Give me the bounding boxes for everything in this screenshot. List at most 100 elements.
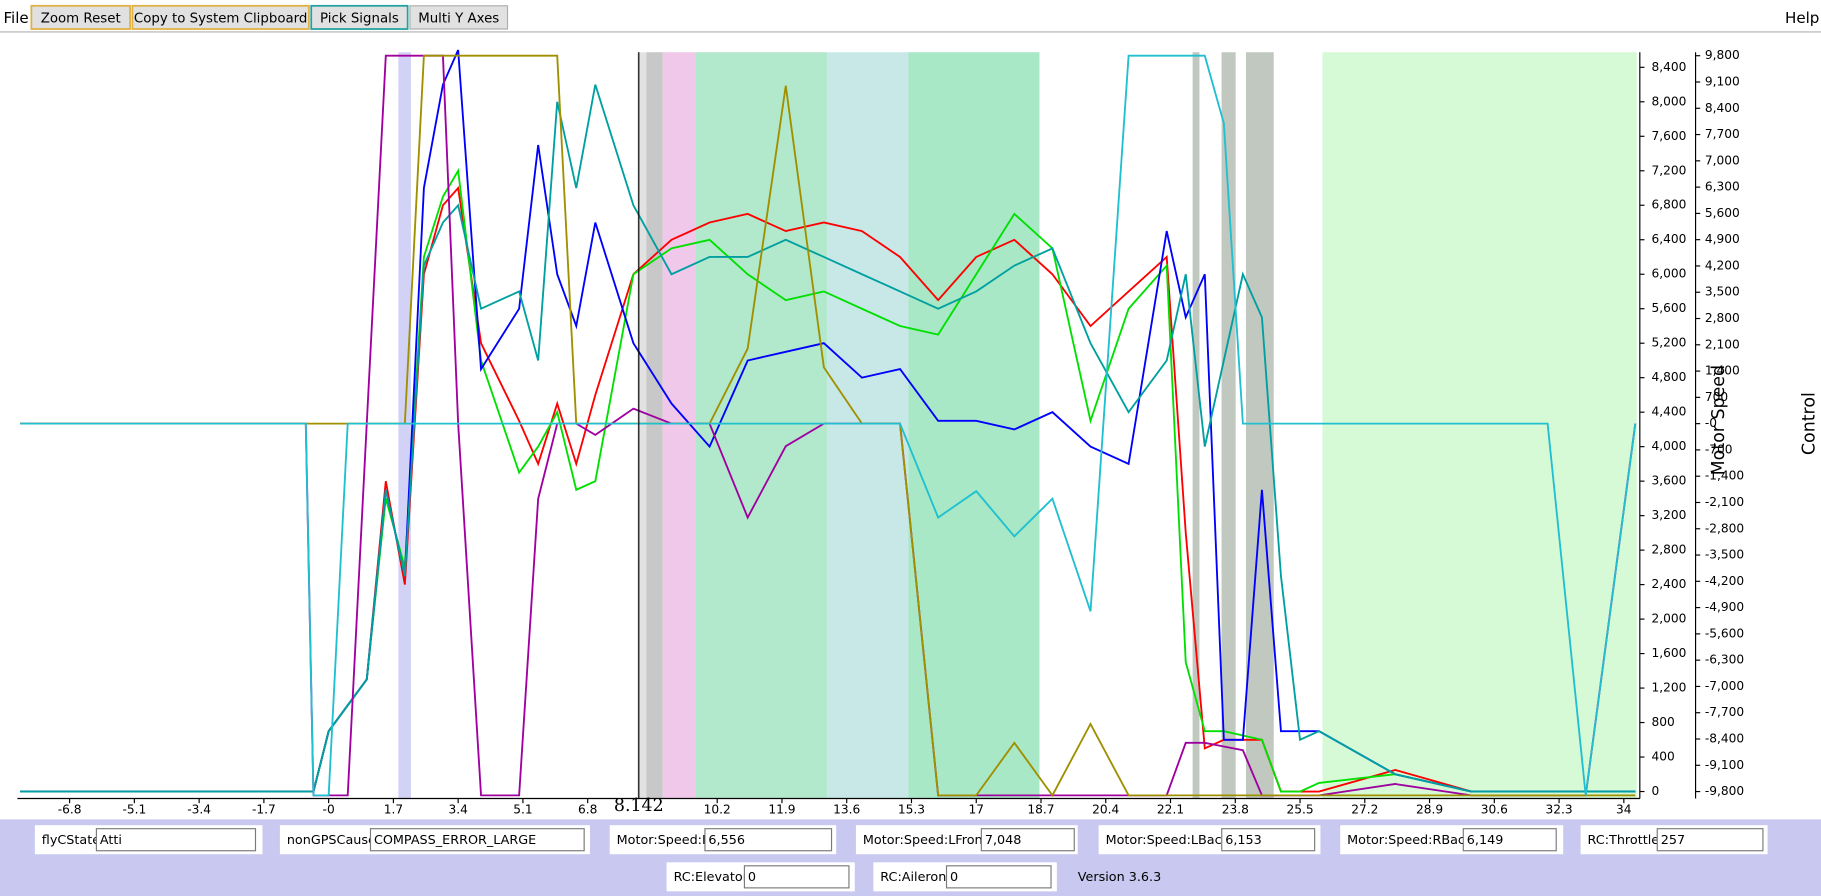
signal-line: [20, 49, 1636, 793]
y2-tick-label: 6,300: [1705, 180, 1740, 194]
x-tick-label: 23.8: [1222, 803, 1249, 817]
x-tick-label: 30.6: [1481, 803, 1508, 817]
y2-tick-label: -7,700: [1705, 705, 1744, 719]
y-tick-label: 6,400: [1651, 232, 1686, 246]
field-input[interactable]: [1656, 828, 1764, 852]
field-label: nonGPSCause: [287, 833, 376, 848]
field-label: Motor:Speed:RBack: [1347, 833, 1473, 848]
y-tick-label: 5,200: [1651, 336, 1686, 350]
field-value[interactable]: 7,048: [985, 833, 1022, 848]
signal-line: [20, 84, 1636, 793]
field-value[interactable]: 6,149: [1467, 833, 1504, 848]
toolbar-button[interactable]: [409, 5, 509, 30]
x-tick-label: 25.5: [1286, 803, 1313, 817]
y2-tick-label: -2,800: [1705, 521, 1744, 535]
y-tick-label: 7,600: [1651, 129, 1686, 143]
state-band: [827, 52, 909, 799]
toolbar-button-label[interactable]: Pick Signals: [320, 12, 399, 27]
signal-line: [20, 54, 1637, 797]
x-tick-label: -5.1: [122, 803, 146, 817]
x-tick-label: 27.2: [1351, 803, 1378, 817]
signal-line: [20, 54, 1636, 798]
field-input[interactable]: [743, 865, 850, 889]
y-tick-label: 4,800: [1651, 370, 1686, 384]
y-tick-label: 4,400: [1651, 405, 1686, 419]
x-tick-label: -3.4: [187, 803, 211, 817]
y2-tick-label: 2,800: [1705, 311, 1740, 325]
field-label: Motor:Speed:LBack: [1106, 833, 1230, 848]
x-tick-label: 3.4: [448, 803, 468, 817]
y-tick-label: 6,000: [1651, 267, 1686, 281]
y-tick-label: 6,800: [1651, 198, 1686, 212]
x-tick-label: 22.1: [1157, 803, 1184, 817]
x-tick-label: 15.3: [898, 803, 925, 817]
y-tick-label: 3,600: [1651, 474, 1686, 488]
y-tick-label: 2,000: [1651, 612, 1686, 626]
x-tick-label: 18.7: [1027, 803, 1054, 817]
y-tick-label: 400: [1651, 750, 1674, 764]
x-tick-label: 10.2: [704, 803, 731, 817]
field-input[interactable]: [1462, 828, 1557, 852]
field-value[interactable]: 0: [950, 870, 958, 885]
y2-tick-label: 1,400: [1705, 364, 1740, 378]
x-tick-label: -1.7: [252, 803, 276, 817]
field-input[interactable]: [945, 865, 1052, 889]
field-input[interactable]: [369, 828, 585, 852]
y2-tick-label: -6,300: [1705, 653, 1744, 667]
field-value[interactable]: 6,153: [1225, 833, 1262, 848]
x-tick-label: 13.6: [833, 803, 860, 817]
field-value[interactable]: 6,556: [708, 833, 745, 848]
y2-tick-label: -4,900: [1705, 600, 1744, 614]
state-band: [908, 52, 1040, 799]
toolbar-button-label[interactable]: Zoom Reset: [41, 12, 121, 27]
file-menu[interactable]: File: [3, 9, 28, 27]
toolbar-button[interactable]: [30, 4, 131, 30]
y2-tick-label: -1,400: [1705, 469, 1744, 483]
field-value[interactable]: 0: [748, 870, 756, 885]
y2-tick-label: 2,100: [1705, 337, 1740, 351]
field-value[interactable]: 257: [1661, 833, 1685, 848]
state-band: [1192, 52, 1200, 799]
x-tick-label: 34: [1616, 803, 1632, 817]
y2-tick-label: 9,800: [1705, 48, 1740, 62]
toolbar-button[interactable]: [310, 4, 409, 30]
field-input[interactable]: [95, 828, 257, 852]
y-tick-label: 5,600: [1651, 301, 1686, 315]
field-input[interactable]: [980, 828, 1075, 852]
y2-tick-label: -700: [1705, 442, 1733, 456]
y2-tick-label: -0: [1705, 416, 1717, 430]
y-tick-label: 4,000: [1651, 439, 1686, 453]
help-menu[interactable]: Help: [1785, 9, 1819, 27]
toolbar-button-label[interactable]: Copy to System Clipboard: [134, 12, 308, 27]
y2-tick-label: -3,500: [1705, 548, 1744, 562]
field-input[interactable]: [704, 828, 833, 852]
y2-tick-label: -9,100: [1705, 758, 1744, 772]
version-label: Version 3.6.3: [1078, 870, 1162, 885]
field-label: RC:Aileron: [880, 870, 946, 885]
y-tick-label: 8,400: [1651, 60, 1686, 74]
toolbar-button[interactable]: [131, 4, 310, 30]
field-label: RC:Throttle: [1588, 833, 1660, 848]
y2-tick-label: -4,200: [1705, 574, 1744, 588]
field-label: RC:Elevator: [674, 870, 749, 885]
x-tick-label: 6.8: [578, 803, 597, 817]
y-tick-label: 3,200: [1651, 508, 1686, 522]
field-input[interactable]: [1221, 828, 1316, 852]
y-tick-label: 7,200: [1651, 163, 1686, 177]
y-tick-label: 2,400: [1651, 577, 1686, 591]
x-tick-label: 17: [968, 803, 984, 817]
y-tick-label: 1,200: [1651, 681, 1686, 695]
field-value[interactable]: Atti: [100, 833, 122, 848]
x-tick-label: -0: [323, 803, 335, 817]
state-band: [398, 52, 411, 799]
x-tick-label: 20.4: [1092, 803, 1119, 817]
x-tick-label: 11.9: [768, 803, 795, 817]
y2-tick-label: 9,100: [1705, 75, 1740, 89]
field-value[interactable]: COMPASS_ERROR_LARGE: [374, 833, 536, 848]
toolbar-button-label[interactable]: Multi Y Axes: [418, 12, 499, 27]
y2-tick-label: -9,800: [1705, 784, 1744, 798]
x-tick-label: 32.3: [1545, 803, 1572, 817]
y2-tick-label: -7,000: [1705, 679, 1744, 693]
